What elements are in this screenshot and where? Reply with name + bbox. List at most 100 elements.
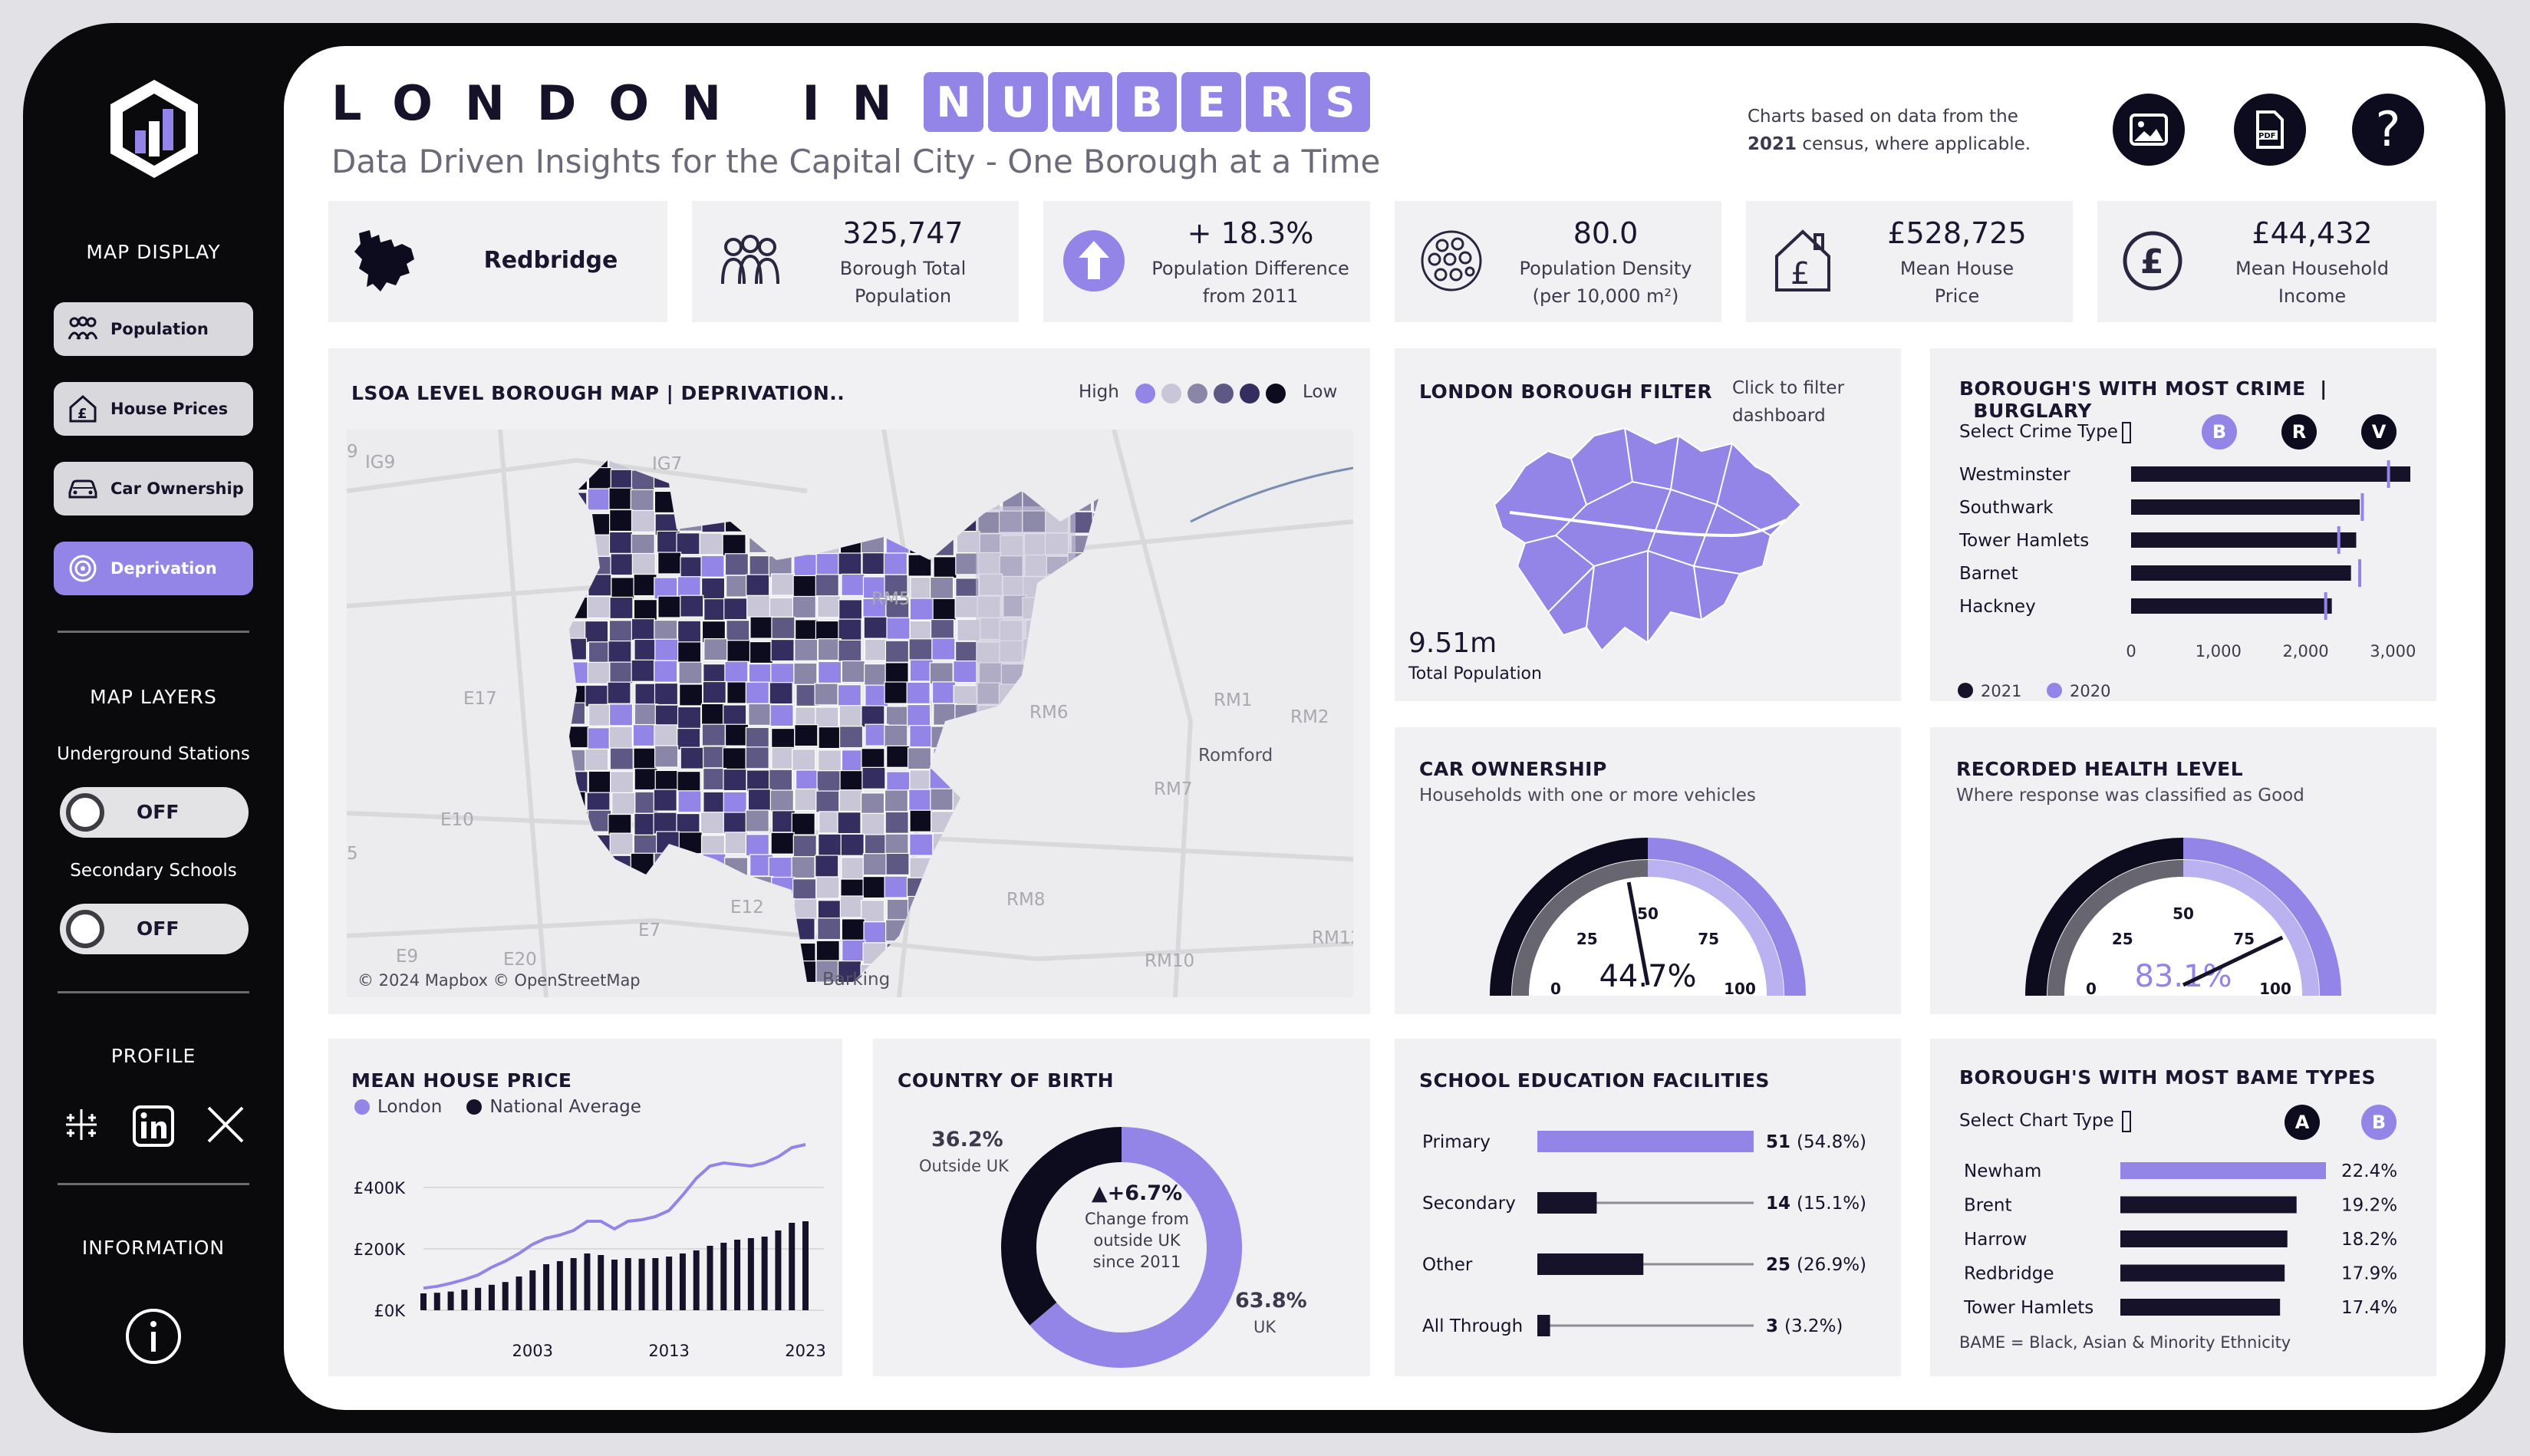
lsoa-area[interactable] — [861, 748, 885, 771]
lsoa-area[interactable] — [791, 812, 815, 835]
lsoa-area[interactable] — [931, 681, 957, 704]
lsoa-area[interactable] — [908, 513, 932, 536]
lsoa-area[interactable] — [749, 875, 774, 899]
lsoa-area[interactable] — [566, 596, 590, 620]
lsoa-area[interactable] — [1092, 878, 1116, 901]
info-icon[interactable] — [124, 1307, 183, 1365]
lsoa-area[interactable] — [563, 876, 587, 899]
lsoa-area[interactable] — [611, 792, 636, 815]
lsoa-area[interactable] — [653, 812, 677, 835]
lsoa-area[interactable] — [748, 962, 773, 984]
lsoa-area[interactable] — [722, 534, 746, 557]
lsoa-area[interactable] — [1092, 684, 1116, 707]
lsoa-area[interactable] — [630, 489, 654, 512]
lsoa-area[interactable] — [770, 832, 795, 855]
lsoa-area[interactable] — [814, 683, 838, 706]
lsoa-area[interactable] — [632, 723, 657, 747]
lsoa-area[interactable] — [909, 598, 934, 621]
lsoa-area[interactable] — [564, 897, 588, 920]
lsoa-area[interactable] — [769, 962, 794, 984]
kpi-borough-card[interactable]: Redbridge — [328, 201, 667, 322]
chart-type-button-b[interactable]: B — [2202, 414, 2237, 450]
lsoa-area[interactable] — [1003, 809, 1027, 832]
lsoa-area[interactable] — [1069, 659, 1094, 682]
lsoa-area[interactable] — [723, 921, 748, 944]
lsoa-area[interactable] — [1092, 856, 1115, 880]
lsoa-area[interactable] — [883, 552, 908, 575]
lsoa-area[interactable] — [700, 981, 725, 997]
lsoa-area[interactable] — [564, 856, 588, 879]
lsoa-area[interactable] — [976, 791, 1001, 814]
lsoa-area[interactable] — [1069, 986, 1092, 997]
lsoa-area[interactable] — [976, 506, 1076, 736]
lsoa-area[interactable] — [609, 661, 634, 684]
lsoa-area[interactable] — [723, 769, 747, 792]
lsoa-area[interactable] — [1068, 728, 1092, 751]
lsoa-area[interactable] — [723, 598, 748, 621]
lsoa-area[interactable] — [1047, 448, 1072, 471]
lsoa-area[interactable] — [862, 576, 888, 599]
lsoa-area[interactable] — [724, 857, 749, 880]
lsoa-area[interactable] — [792, 878, 817, 901]
lsoa-area[interactable] — [609, 596, 634, 620]
lsoa-area[interactable] — [818, 833, 842, 856]
lsoa-area[interactable] — [608, 898, 632, 921]
lsoa-area[interactable] — [586, 853, 611, 877]
lsoa-area[interactable] — [746, 574, 770, 597]
chart-type-button-a[interactable]: A — [2285, 1105, 2320, 1140]
lsoa-area[interactable] — [1067, 812, 1092, 835]
lsoa-area[interactable] — [745, 726, 769, 749]
lsoa-area[interactable] — [725, 575, 750, 598]
lsoa-area[interactable] — [953, 876, 977, 900]
lsoa-area[interactable] — [609, 509, 634, 532]
lsoa-area[interactable] — [956, 469, 981, 492]
lsoa-area[interactable] — [653, 878, 677, 901]
lsoa-area[interactable] — [566, 661, 590, 684]
lsoa-area[interactable] — [861, 812, 885, 835]
lsoa-area[interactable] — [655, 900, 680, 923]
lsoa-area[interactable] — [908, 638, 933, 661]
lsoa-area[interactable] — [999, 852, 1023, 875]
lsoa-area[interactable] — [724, 509, 749, 532]
lsoa-area[interactable] — [998, 962, 1023, 984]
lsoa-area[interactable] — [608, 726, 633, 749]
lsoa-area[interactable] — [745, 681, 769, 704]
lsoa-area[interactable] — [676, 532, 700, 555]
lsoa-area[interactable] — [654, 660, 678, 683]
lsoa-area[interactable] — [769, 769, 793, 792]
lsoa-area[interactable] — [631, 618, 655, 641]
lsoa-area[interactable] — [564, 555, 588, 578]
lsoa-area[interactable] — [864, 638, 889, 661]
lsoa-area[interactable] — [1001, 766, 1026, 790]
lsoa-area[interactable] — [842, 939, 866, 962]
lsoa-area[interactable] — [957, 813, 981, 836]
lsoa-area[interactable] — [815, 534, 840, 557]
lsoa-area[interactable] — [1070, 469, 1095, 492]
lsoa-area[interactable] — [588, 770, 612, 793]
lsoa-area[interactable] — [907, 703, 931, 727]
lsoa-area[interactable] — [815, 707, 839, 730]
deprivation-map-button[interactable]: Deprivation — [54, 542, 253, 595]
lsoa-area[interactable] — [908, 469, 933, 493]
lsoa-area[interactable] — [588, 896, 612, 919]
lsoa-area[interactable] — [770, 638, 795, 662]
lsoa-area[interactable] — [680, 746, 704, 769]
lsoa-area[interactable] — [841, 660, 865, 684]
lsoa-area[interactable] — [908, 789, 933, 812]
lsoa-area[interactable] — [608, 878, 632, 901]
lsoa-area[interactable] — [702, 964, 726, 987]
download-pdf-button[interactable]: PDF — [2234, 94, 2306, 166]
lsoa-area[interactable] — [792, 575, 817, 598]
lsoa-area[interactable] — [929, 488, 954, 511]
lsoa-area[interactable] — [1024, 660, 1049, 684]
lsoa-area[interactable] — [955, 724, 980, 747]
lsoa-area[interactable] — [768, 856, 792, 880]
help-button[interactable]: ? — [2352, 94, 2424, 166]
lsoa-area[interactable] — [587, 661, 611, 684]
lsoa-area[interactable] — [657, 595, 682, 618]
lsoa-area[interactable] — [1000, 920, 1025, 943]
lsoa-area[interactable] — [1047, 599, 1072, 622]
lsoa-area[interactable] — [1069, 704, 1093, 727]
lsoa-area[interactable] — [1069, 898, 1093, 921]
lsoa-area[interactable] — [954, 832, 979, 855]
